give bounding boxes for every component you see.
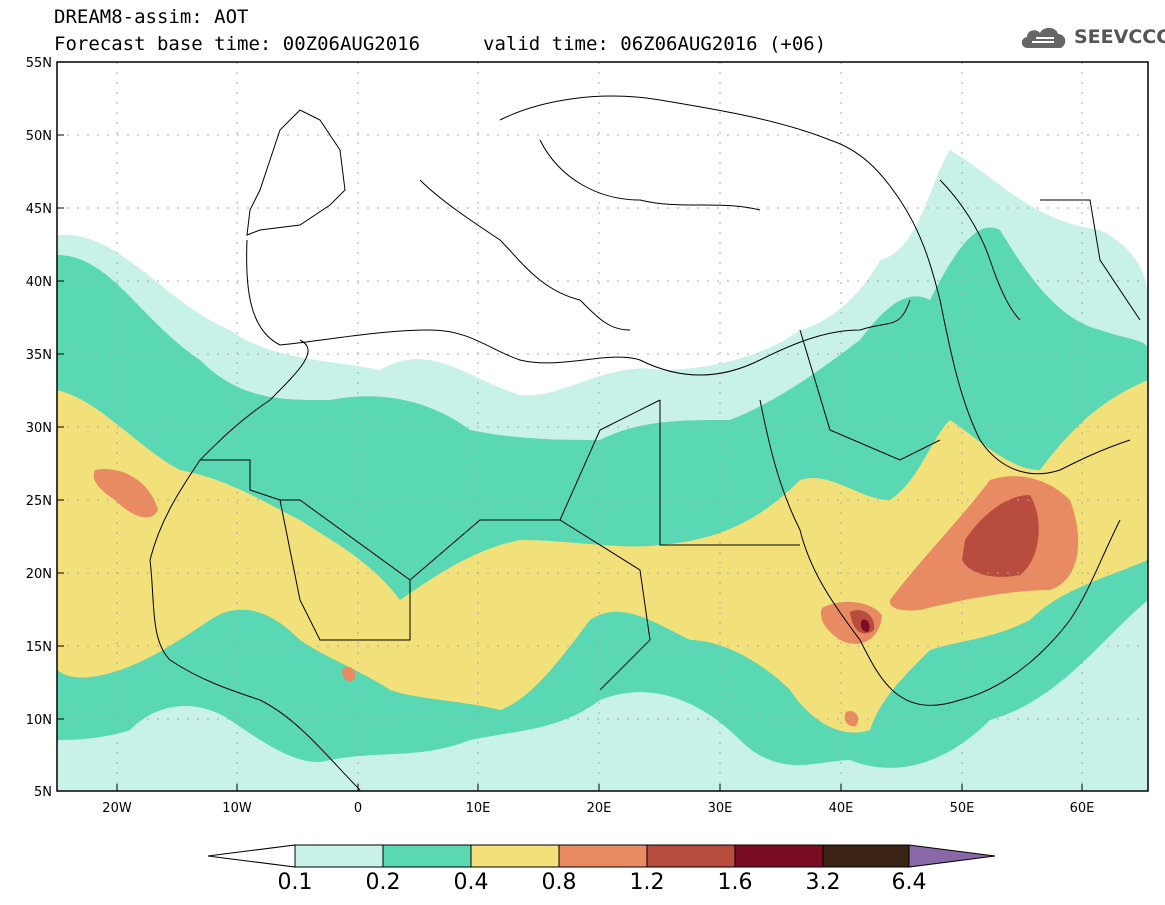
colorbar (207, 844, 996, 868)
colorbar-low-arrow (207, 844, 296, 868)
aot-band-0.8-small1 (342, 666, 356, 682)
colorbar-label: 6.4 (891, 870, 927, 895)
lon-label: 20E (587, 801, 612, 816)
lat-label: 10N (26, 713, 52, 728)
aot-band-0.8-horn (820, 601, 882, 644)
aot-field (57, 150, 1148, 791)
colorbar-label: 0.8 (541, 870, 577, 895)
aot-band-0.4 (57, 380, 1148, 733)
aot-band-0.8-small2 (844, 710, 859, 727)
lon-label: 0 (354, 801, 362, 816)
colorbar-label: 0.1 (277, 870, 313, 895)
cloud-icon (1021, 27, 1066, 48)
colorbar-swatch (822, 844, 910, 868)
lat-label: 40N (26, 275, 52, 290)
coastlines (149, 95, 1141, 791)
lon-labels: 20W 10W 0 10E 20E 30E 40E 50E 60E (102, 801, 1094, 816)
aot-band-0.8-west (93, 469, 158, 518)
graticule (57, 62, 1148, 791)
colorbar-label: 1.2 (629, 870, 665, 895)
lon-label: 40E (829, 801, 854, 816)
base-time: Forecast base time: 00Z06AUG2016 (54, 33, 421, 55)
lat-label: 30N (26, 421, 52, 436)
lat-label: 50N (26, 129, 52, 144)
colorbar-label: 3.2 (805, 870, 841, 895)
lon-label: 30E (708, 801, 733, 816)
colorbar-label: 0.2 (365, 870, 401, 895)
colorbar-high-arrow (908, 844, 996, 868)
map-title: DREAM8-assim: AOT (54, 6, 249, 28)
colorbar-swatch (646, 844, 736, 868)
lat-label: 55N (26, 56, 52, 71)
lon-label: 60E (1070, 801, 1095, 816)
colorbar-swatch (734, 844, 824, 868)
lat-labels: 55N 50N 45N 40N 35N 30N 25N 20N 15N 10N … (26, 56, 52, 800)
lon-label: 10W (222, 801, 252, 816)
colorbar-label: 0.4 (453, 870, 489, 895)
lon-label: 50E (950, 801, 975, 816)
ticks (57, 61, 1083, 792)
lon-label: 10E (466, 801, 491, 816)
aot-band-1.2 (962, 495, 1039, 577)
logo-text: SEEVCCC (1074, 26, 1165, 48)
aot-band-1.6 (860, 619, 870, 632)
colorbar-swatch (470, 844, 560, 868)
lon-label: 20W (102, 801, 132, 816)
lat-label: 25N (26, 494, 52, 509)
valid-time: valid time: 06Z06AUG2016 (+06) (483, 33, 827, 55)
lat-label: 15N (26, 640, 52, 655)
seevccc-logo: SEEVCCC (1018, 22, 1165, 52)
lat-label: 45N (26, 202, 52, 217)
lat-label: 20N (26, 567, 52, 582)
colorbar-swatch (382, 844, 472, 868)
lat-label: 5N (34, 785, 52, 800)
colorbar-label: 1.6 (717, 870, 753, 895)
colorbar-swatch (558, 844, 648, 868)
colorbar-swatch (294, 844, 384, 868)
lat-label: 35N (26, 348, 52, 363)
